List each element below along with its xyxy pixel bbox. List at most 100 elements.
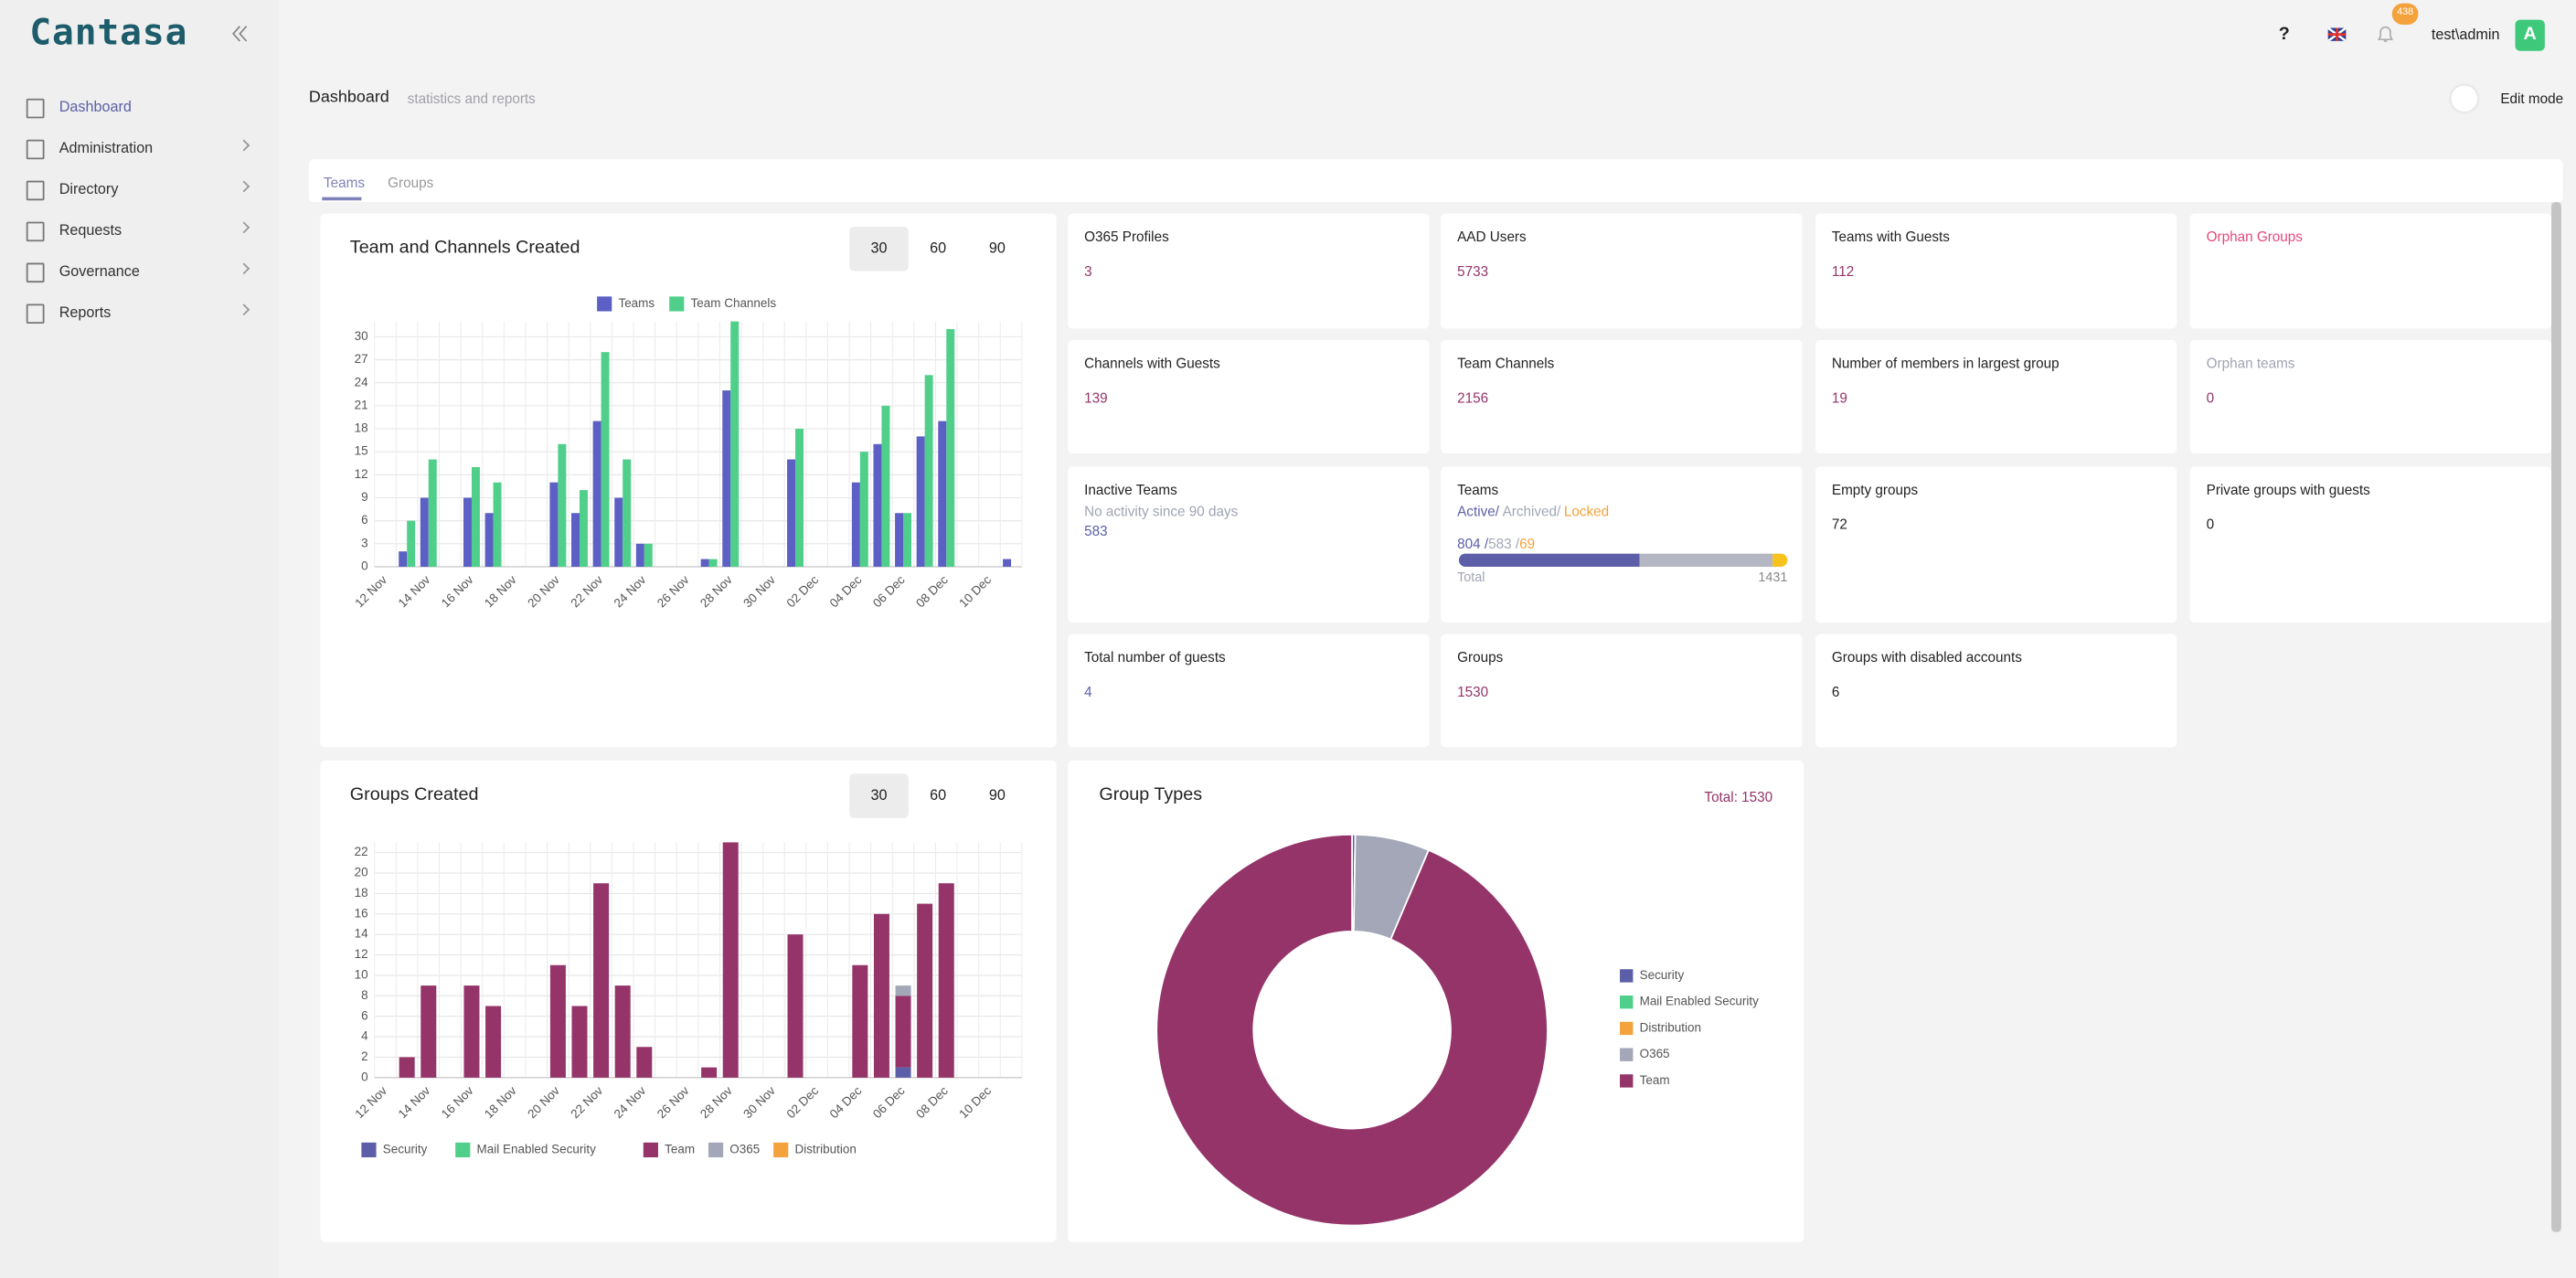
logo: Cantasa	[29, 13, 188, 55]
stat-card: Teams with Guests 112	[1815, 213, 2177, 329]
avatar[interactable]: A	[2515, 19, 2545, 51]
legend-swatch	[708, 1142, 724, 1157]
bar-segment	[895, 985, 911, 996]
nav-icon[interactable]	[26, 139, 45, 160]
x-tick-label: 02 Dec	[783, 572, 821, 610]
x-tick-label: 02 Dec	[783, 1083, 821, 1121]
card-title: Team Channels	[1457, 355, 1555, 372]
stat-card: Channels with Guests 139	[1068, 339, 1430, 453]
x-tick-label: 04 Dec	[827, 572, 865, 610]
bar	[722, 390, 731, 567]
bar-segment	[787, 934, 804, 1078]
x-tick-label: 16 Nov	[439, 1083, 476, 1121]
y-tick-label: 0	[361, 1070, 368, 1083]
chart-title: Team and Channels Created	[349, 238, 580, 259]
nav-icon[interactable]	[26, 304, 45, 325]
bar	[1003, 559, 1012, 567]
x-tick-label: 26 Nov	[655, 572, 692, 610]
bar	[730, 321, 740, 567]
nav-item[interactable]: Administration	[59, 139, 154, 156]
y-tick-label: 6	[361, 1008, 368, 1022]
bar	[484, 513, 494, 567]
bar	[399, 551, 408, 567]
nav-item[interactable]: Reports	[59, 304, 112, 321]
tab[interactable]: Teams	[324, 174, 366, 191]
stat-card: Private groups with guests 0	[2189, 466, 2552, 623]
nav-icon[interactable]	[26, 180, 45, 201]
edit-mode-toggle[interactable]	[2451, 85, 2478, 112]
help-button[interactable]: ?	[2278, 24, 2290, 45]
bar	[407, 520, 416, 567]
x-tick-label: 04 Dec	[827, 1083, 865, 1121]
range-button[interactable]: 60	[930, 786, 947, 804]
bar-segment	[636, 1047, 653, 1078]
nav-item[interactable]: Requests	[59, 221, 122, 239]
language-flag[interactable]	[2327, 27, 2347, 41]
bar	[601, 352, 610, 567]
x-tick-label: 08 Dec	[913, 572, 951, 610]
teams-count: 804 /	[1457, 535, 1489, 552]
bar	[859, 452, 868, 567]
x-tick-label: 14 Nov	[396, 572, 433, 610]
card-title: Orphan Groups	[2206, 228, 2303, 245]
card-value: 3	[1084, 262, 1092, 280]
x-tick-label: 10 Dec	[956, 572, 994, 610]
legend-swatch	[1620, 995, 1634, 1009]
legend-swatch	[1620, 1021, 1634, 1036]
y-tick-label: 18	[355, 421, 368, 435]
legend-swatch	[669, 296, 685, 312]
x-tick-label: 18 Nov	[482, 1083, 519, 1121]
range-button[interactable]: 30	[849, 773, 909, 818]
range-button[interactable]: 90	[988, 786, 1006, 804]
notification-bell[interactable]	[2376, 25, 2396, 45]
user-name[interactable]: test\admin	[2431, 26, 2500, 43]
card-value: 583	[1084, 522, 1108, 539]
nav-icon[interactable]	[26, 98, 45, 119]
bar	[787, 459, 796, 567]
teams-card: Teams Active/Archived/Locked 804 /583 /69 T…	[1441, 466, 1803, 623]
legend-label: Security	[1640, 968, 1685, 982]
bar	[924, 375, 933, 567]
stat-card: Orphan teams 0	[2189, 339, 2552, 453]
nav-icon[interactable]	[26, 221, 45, 242]
range-button[interactable]: 60	[930, 240, 947, 257]
legend-label: Mail Enabled Security	[477, 1142, 597, 1156]
stat-card: Orphan Groups	[2189, 213, 2552, 329]
nav-item[interactable]: Dashboard	[59, 98, 132, 115]
y-tick-label: 4	[361, 1029, 368, 1043]
bar-segment	[399, 1057, 415, 1078]
nav-item[interactable]: Governance	[59, 262, 140, 280]
collapse-icon[interactable]	[230, 25, 249, 43]
card-title: Number of members in largest group	[1831, 355, 2060, 372]
x-tick-label: 10 Dec	[956, 1083, 994, 1121]
x-tick-label: 08 Dec	[913, 1083, 951, 1121]
page-subtitle: statistics and reports	[407, 90, 536, 107]
card-value: 5733	[1457, 262, 1489, 280]
x-tick-label: 22 Nov	[568, 1083, 605, 1121]
x-tick-label: 06 Dec	[870, 572, 908, 610]
bar-segment	[938, 883, 954, 1078]
nav-item[interactable]: Directory	[59, 180, 119, 197]
tab[interactable]: Groups	[388, 174, 434, 191]
legend-swatch	[455, 1142, 471, 1157]
card-title: Total number of guests	[1084, 648, 1226, 666]
bar-segment	[420, 985, 437, 1078]
y-tick-label: 22	[355, 845, 368, 858]
bar	[946, 328, 955, 567]
nav-icon[interactable]	[26, 262, 45, 283]
card-title: Private groups with guests	[2206, 481, 2370, 498]
range-button[interactable]: 90	[988, 240, 1006, 257]
x-tick-label: 12 Nov	[352, 572, 389, 610]
page-title: Dashboard	[308, 89, 389, 107]
stat-card: Groups with disabled accounts 6	[1815, 634, 2177, 748]
legend-swatch	[1620, 1074, 1634, 1088]
edit-mode-label: Edit mode	[2500, 90, 2564, 107]
y-tick-label: 30	[355, 329, 368, 343]
legend-label: O365	[1640, 1047, 1670, 1060]
bar-segment	[852, 964, 868, 1078]
bar	[571, 513, 580, 567]
range-button[interactable]: 30	[849, 226, 909, 272]
groups-chart-panel	[320, 761, 1057, 1242]
teams-count: 69	[1519, 535, 1536, 552]
bar-segment	[571, 1006, 588, 1078]
